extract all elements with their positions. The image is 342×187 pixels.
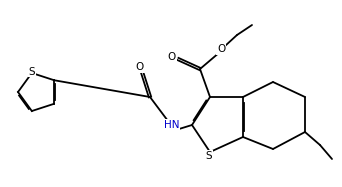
Text: HN: HN	[164, 120, 180, 130]
Text: S: S	[28, 67, 35, 77]
Text: O: O	[217, 44, 225, 54]
Text: S: S	[206, 151, 212, 161]
Text: O: O	[136, 62, 144, 72]
Text: O: O	[168, 52, 176, 62]
